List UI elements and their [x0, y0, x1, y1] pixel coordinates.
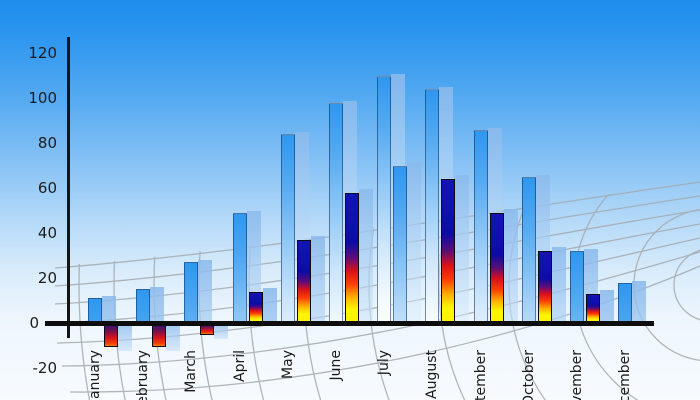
bar-shadow-secondary-september — [503, 208, 518, 323]
bar-primary-september — [473, 129, 488, 323]
bar-shadow-secondary-march — [214, 324, 229, 340]
month-label-september: September — [472, 350, 489, 400]
y-tick-label-100: 100 — [28, 88, 57, 107]
bar-shadow-secondary-june — [359, 188, 373, 323]
bar-primary-june — [329, 102, 343, 323]
bar-shadow-secondary-april — [262, 287, 277, 323]
bar-primary-april — [232, 212, 247, 323]
bar-primary-march — [184, 262, 199, 323]
month-label-july: July — [376, 350, 393, 376]
bar-shadow-secondary-january — [118, 324, 132, 351]
bar-primary-december — [618, 282, 633, 323]
bar-secondary-july — [393, 165, 408, 323]
bar-shadow-secondary-may — [310, 235, 325, 323]
month-label-april: April — [231, 350, 248, 382]
bar-shadow-march — [198, 260, 213, 323]
month-label-december: December — [617, 350, 634, 400]
bar-primary-july — [377, 75, 392, 323]
bar-secondary-september — [489, 212, 504, 323]
y-tick-label-120: 120 — [28, 43, 57, 62]
y-tick-label-80: 80 — [37, 133, 57, 152]
bar-secondary-august — [441, 179, 456, 323]
month-label-june: June — [328, 350, 344, 381]
y-axis-line — [67, 37, 70, 338]
bar-shadow-february — [150, 287, 165, 323]
y-tick-label--20: -20 — [32, 358, 58, 377]
y-tick-label-0: 0 — [29, 313, 39, 332]
bar-primary-august — [425, 89, 440, 323]
month-label-january: January — [87, 350, 103, 400]
bar-shadow-december — [632, 280, 647, 323]
bar-shadow-secondary-august — [455, 175, 470, 323]
bar-shadow-secondary-november — [600, 289, 614, 323]
bar-secondary-february — [152, 324, 167, 347]
month-label-february: February — [135, 350, 152, 400]
bar-primary-may — [280, 134, 295, 323]
bar-shadow-secondary-february — [166, 324, 181, 351]
x-axis-baseline — [45, 321, 654, 326]
bar-shadow-january — [102, 296, 116, 323]
bar-secondary-may — [296, 239, 311, 323]
bar-secondary-january — [104, 324, 118, 347]
y-tick-label-40: 40 — [37, 223, 57, 242]
bar-secondary-april — [248, 291, 263, 323]
y-tick-label-20: 20 — [37, 268, 57, 287]
y-tick-label-60: 60 — [37, 178, 57, 197]
bar-shadow-secondary-july — [407, 161, 422, 323]
bar-primary-october — [521, 176, 536, 323]
bar-primary-january — [88, 298, 102, 323]
bar-primary-february — [136, 289, 151, 323]
bar-shadow-secondary-october — [551, 247, 566, 323]
bar-secondary-november — [586, 293, 600, 323]
month-label-october: October — [520, 350, 537, 400]
bar-primary-november — [570, 251, 584, 323]
month-label-august: August — [424, 350, 441, 399]
bar-secondary-june — [345, 192, 359, 323]
bar-secondary-march — [200, 324, 215, 336]
bar-secondary-october — [537, 251, 552, 323]
month-label-november: November — [569, 350, 585, 400]
month-label-may: May — [279, 350, 296, 379]
month-label-march: March — [183, 350, 200, 393]
